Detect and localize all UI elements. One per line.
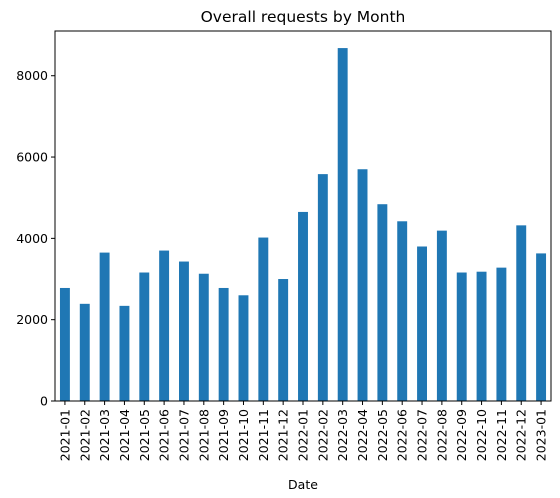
bar-2022-03 [337,48,348,401]
y-tick-label: 4000 [16,231,48,246]
y-tick-label: 8000 [16,68,48,83]
bar-2021-05 [139,272,150,401]
x-tick-label: 2021-06 [157,409,172,461]
x-tick-label: 2022-03 [335,409,350,461]
bar-2022-10 [476,271,487,401]
y-axis: 0 2000 4000 6000 8000 [16,68,55,409]
y-tick-label: 6000 [16,150,48,165]
x-tick-label: 2021-07 [176,409,191,461]
bar-2022-11 [496,267,507,401]
bar-2022-09 [456,272,467,401]
y-tick-label: 2000 [16,312,48,327]
bar-2021-07 [179,261,189,401]
bar-2021-01 [59,287,70,401]
bar-2022-04 [357,169,368,401]
x-tick-label: 2022-04 [355,409,370,461]
x-tick-label: 2022-02 [315,409,330,461]
x-tick-label: 2021-04 [117,409,132,461]
bar-2021-08 [198,273,209,401]
bar-2021-04 [119,305,130,401]
bar-2021-06 [159,250,170,401]
bar-2022-05 [377,204,388,401]
x-tick-label: 2021-01 [57,409,72,461]
x-tick-label: 2023-01 [534,409,549,461]
bar-2021-10 [238,295,249,401]
bar-2022-07 [417,246,427,401]
x-tick-label: 2021-03 [97,409,112,461]
x-tick-label: 2022-01 [296,409,311,461]
x-tick-label: 2022-08 [434,409,449,461]
x-tick-label: 2021-10 [236,409,251,461]
x-tick-label: 2021-08 [196,409,211,461]
x-tick-label: 2021-11 [256,409,271,461]
x-tick-label: 2021-12 [276,409,291,461]
x-tick-label: 2022-12 [514,409,529,461]
x-tick-label: 2022-10 [474,409,489,461]
y-tick-label: 0 [40,394,48,409]
bars-group [59,48,547,401]
bar-2022-02 [317,174,328,401]
x-axis: 2021-01 2021-02 2021-03 2021-04 2021-05 2021-… [57,401,549,461]
x-tick-label: 2021-02 [77,409,92,461]
x-tick-label: 2022-11 [494,409,509,461]
bar-2021-09 [218,287,229,401]
bar-2023-01 [536,253,547,401]
bar-2022-12 [516,225,527,401]
x-tick-label: 2022-06 [395,409,410,461]
bar-2022-08 [436,230,447,401]
bar-2021-03 [99,252,110,401]
bar-2021-12 [278,279,289,401]
x-tick-label: 2022-05 [375,409,390,461]
x-axis-label: Date [288,477,318,492]
bar-2022-06 [397,221,408,401]
bar-2021-02 [79,303,90,401]
x-tick-label: 2022-07 [415,409,430,461]
chart-title: Overall requests by Month [201,8,406,26]
plot-frame [54,30,552,402]
bar-2022-01 [298,211,308,401]
x-tick-label: 2021-05 [137,409,152,461]
x-tick-label: 2021-09 [216,409,231,461]
x-tick-label: 2022-09 [454,409,469,461]
bar-2021-11 [258,237,269,401]
